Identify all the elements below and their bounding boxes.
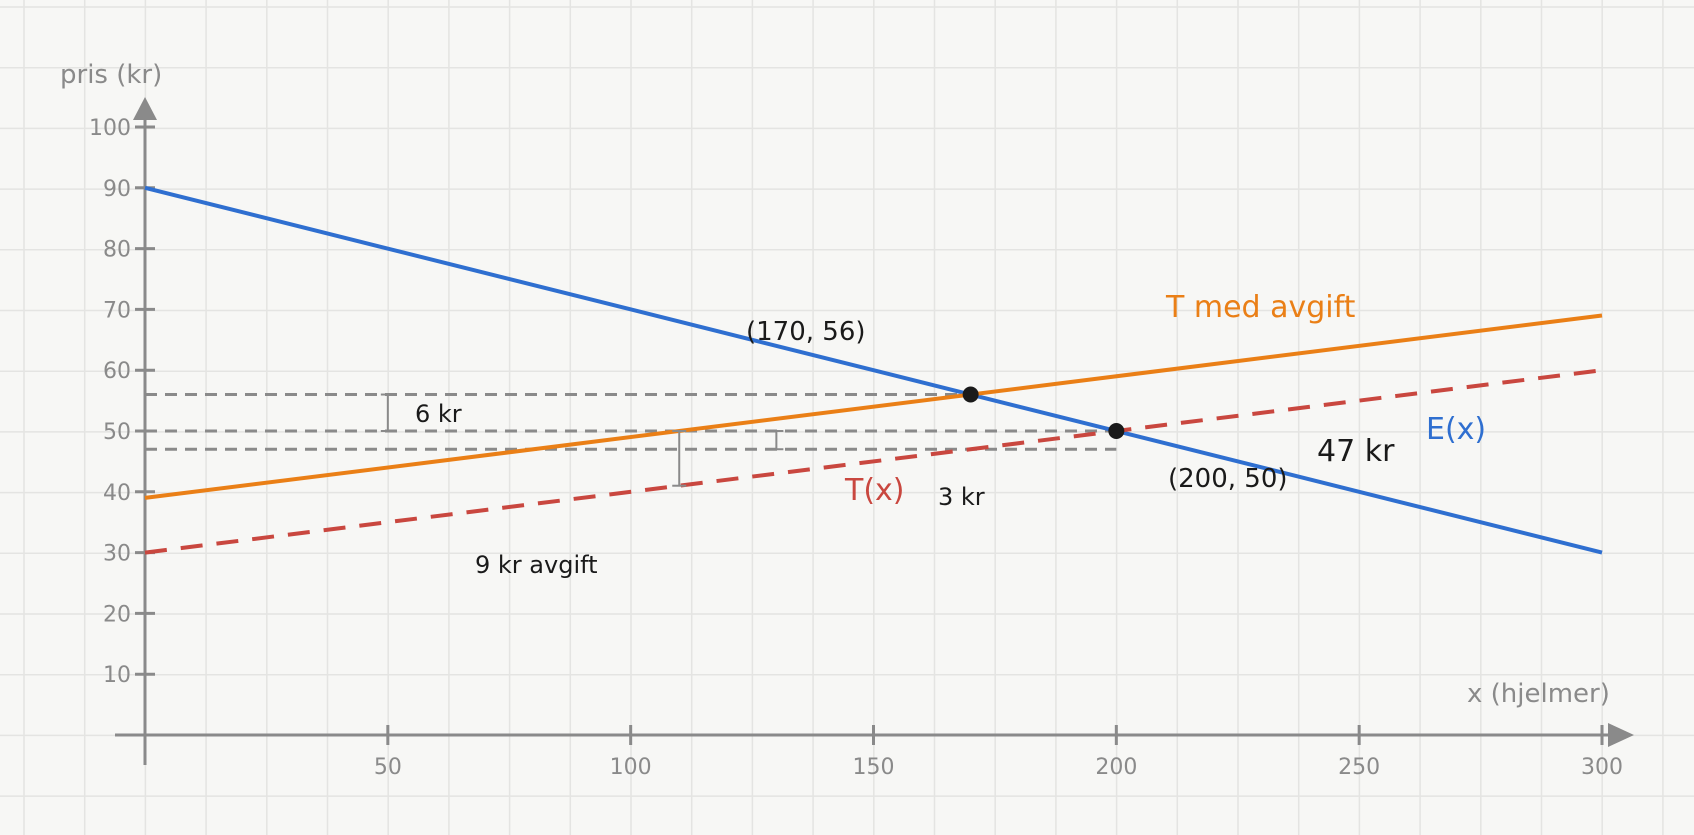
point-label-170-56: (170, 56)	[746, 317, 866, 347]
y-tick-label: 80	[103, 238, 131, 263]
x-tick-label: 200	[1095, 755, 1137, 780]
x-axis-label: x (hjelmer)	[1467, 679, 1610, 709]
points	[962, 386, 1125, 439]
x-tick-label: 100	[610, 755, 652, 780]
series-label-t-med-avgift: T med avgift	[1165, 290, 1356, 325]
labels: pris (kr) x (hjelmer) T med avgift E(x) …	[60, 60, 1610, 709]
guide-lines	[145, 393, 1117, 451]
intersection-point	[962, 386, 979, 403]
annotation-47-kr: 47 kr	[1317, 434, 1395, 469]
series-line	[144, 313, 1603, 500]
series-line	[144, 368, 1603, 555]
y-tick-label: 30	[103, 542, 131, 567]
y-tick-label: 70	[103, 298, 131, 323]
x-tick-label: 250	[1338, 755, 1380, 780]
intersection-point	[1108, 423, 1125, 439]
x-tick-label: 150	[853, 755, 895, 780]
bracket-label-9-kr-avgift: 9 kr avgift	[475, 551, 598, 579]
point-label-200-50: (200, 50)	[1168, 464, 1288, 494]
bracket-label-3-kr: 3 kr	[938, 483, 985, 511]
series-line	[144, 185, 1603, 555]
y-tick-label: 60	[103, 359, 131, 384]
series-lines	[144, 185, 1603, 555]
bracket-label-6-kr: 6 kr	[415, 400, 462, 428]
series-label-t: T(x)	[844, 473, 905, 508]
axes	[115, 97, 1634, 765]
y-tick-label: 50	[103, 420, 131, 445]
y-axis-label: pris (kr)	[60, 60, 162, 90]
brackets	[380, 393, 784, 487]
y-tick-label: 10	[103, 663, 131, 688]
y-tick-label: 90	[103, 177, 131, 202]
x-axis-arrow	[1608, 723, 1634, 747]
x-tick-label: 300	[1581, 755, 1623, 780]
y-tick-label: 40	[103, 481, 131, 506]
x-tick-label: 50	[374, 755, 402, 780]
y-tick-label: 20	[103, 602, 131, 627]
ticks: 50 100 150 200 250 300 10 20 30 40 50 60 70 80 90 100	[89, 116, 1623, 780]
y-tick-label: 100	[89, 116, 131, 141]
y-axis-arrow	[133, 97, 157, 120]
series-label-e: E(x)	[1426, 412, 1486, 447]
